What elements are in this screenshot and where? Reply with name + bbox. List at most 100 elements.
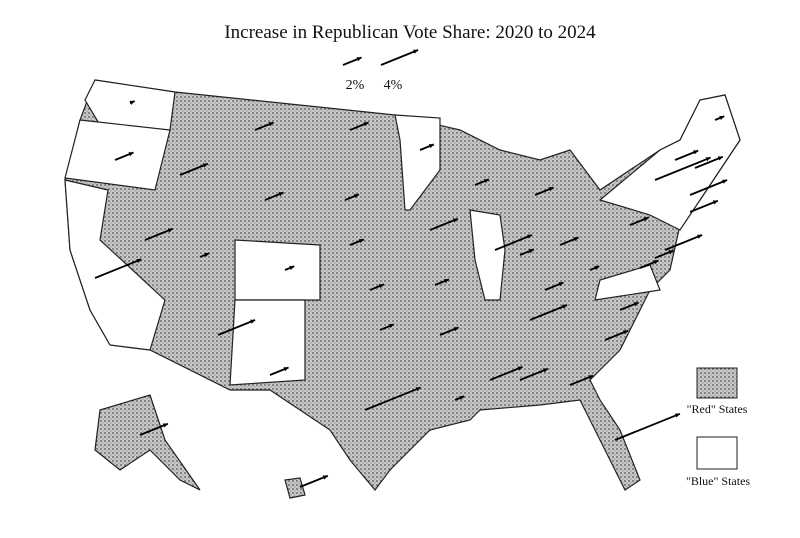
arrow [639, 259, 659, 269]
arrow [674, 149, 699, 161]
arrow-head [643, 217, 649, 222]
arrow-shaft [664, 234, 703, 251]
arrow [284, 265, 295, 271]
arrow [129, 100, 135, 105]
arrow-head [353, 194, 359, 199]
arrow [559, 236, 579, 246]
arrow [689, 199, 719, 213]
arrow-shaft [689, 179, 728, 196]
arrow [589, 265, 600, 271]
arrow-head [705, 157, 711, 162]
land [64, 79, 741, 499]
arrow-head [697, 234, 703, 239]
red-states [64, 79, 741, 491]
arrow [654, 156, 711, 181]
blue-state [64, 179, 166, 351]
arrow [264, 191, 284, 201]
arrow-head [202, 163, 208, 168]
arrow [629, 216, 649, 226]
arrow-head [623, 330, 629, 335]
blue-state [598, 94, 741, 231]
arrow [544, 281, 564, 291]
arrow [419, 143, 435, 151]
arrow-head [588, 375, 594, 380]
arrow [369, 283, 385, 291]
blue-state [64, 119, 171, 191]
arrow-head [527, 234, 533, 239]
blue-state [394, 114, 441, 211]
arrow-head [415, 387, 421, 392]
arrow [664, 234, 703, 251]
blue-state [594, 264, 661, 301]
arrow-head [378, 284, 384, 289]
arrows: 2% 4% [94, 49, 728, 488]
arrow-head [594, 265, 600, 270]
arrow [254, 121, 274, 131]
arrow-head [459, 395, 465, 400]
arrow [454, 395, 465, 401]
arrow-head [363, 122, 369, 127]
arrow-shaft [217, 319, 256, 336]
legend-swatch-red [696, 367, 738, 399]
arrow-head [722, 179, 728, 184]
arrow-shaft [144, 227, 174, 241]
arrow [344, 193, 360, 201]
arrow-head [289, 265, 295, 270]
arrow [179, 162, 209, 176]
arrow-head [517, 366, 523, 371]
arrow-head [719, 115, 725, 120]
arrow [349, 238, 365, 246]
arrow [217, 319, 256, 336]
arrow-head [483, 179, 489, 184]
scale-label: 2% [346, 78, 365, 93]
arrow [299, 474, 329, 488]
arrow-head [278, 192, 284, 197]
arrow-shaft [494, 234, 533, 251]
arrow-shaft [489, 366, 523, 381]
arrow [694, 155, 724, 169]
arrow [114, 151, 134, 161]
arrow [654, 249, 674, 259]
arrow-head [167, 228, 173, 233]
arrow-head [428, 144, 434, 149]
alaska [94, 394, 201, 491]
arrow [380, 49, 419, 66]
arrow-head [528, 249, 534, 254]
arrow-head [573, 237, 579, 242]
arrow-head [250, 319, 256, 324]
arrow [519, 367, 549, 381]
arrow-head [204, 252, 210, 257]
arrow-head [668, 250, 674, 255]
arrow-shaft [429, 217, 459, 231]
legend-label: "Red" States [687, 402, 748, 416]
arrow-head [693, 150, 699, 155]
blue-state [234, 239, 321, 301]
arrow [269, 366, 289, 376]
arrow-head [162, 423, 168, 428]
arrow-head [653, 260, 659, 265]
arrow [474, 178, 490, 186]
arrow-head [558, 282, 564, 287]
arrow-head [322, 475, 328, 480]
title: Increase in Republican Vote Share: 2020 … [224, 22, 596, 43]
arrow-head [548, 187, 554, 192]
arrow-shaft [94, 258, 142, 279]
arrow [379, 323, 395, 331]
arrow-head [356, 57, 362, 62]
arrow-shaft [179, 162, 209, 176]
blue-state [469, 209, 506, 301]
arrow-head [358, 239, 364, 244]
arrow-shaft [139, 422, 169, 436]
arrow-shaft [529, 304, 568, 321]
arrow [529, 304, 568, 321]
arrow-head [712, 200, 718, 205]
arrow-head [542, 368, 548, 373]
arrow [604, 329, 629, 341]
hawaii [284, 477, 306, 499]
legend-label: "Blue" States [686, 474, 750, 488]
arrow [534, 186, 554, 196]
legend-swatch-blue [696, 436, 738, 470]
arrow [434, 278, 450, 286]
arrow [619, 301, 639, 311]
arrow-head [128, 152, 134, 157]
